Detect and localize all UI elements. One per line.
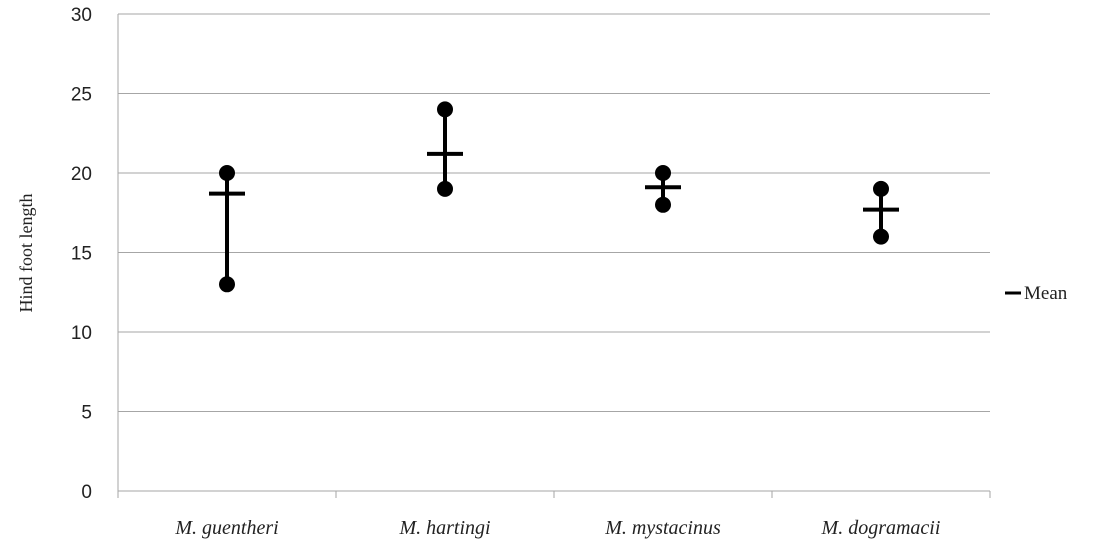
legend-mean-label: Mean — [1024, 283, 1068, 304]
x-tick-label: M. mystacinus — [604, 517, 721, 539]
min-point — [873, 228, 889, 245]
y-tick-label: 5 — [81, 403, 92, 424]
gridlines — [118, 13, 990, 412]
x-tick-label: M. guentheri — [174, 517, 278, 539]
legend: Mean — [1005, 283, 1068, 304]
range-marks — [209, 101, 899, 293]
y-axis-title: Hind foot length — [16, 194, 36, 313]
y-tick-label: 10 — [71, 323, 92, 344]
y-tick-label: 15 — [71, 244, 92, 265]
y-tick-label: 30 — [71, 5, 92, 26]
y-tick-label: 20 — [71, 164, 92, 185]
min-point — [219, 276, 235, 293]
y-tick-label: 25 — [71, 85, 92, 106]
y-tick-label: 0 — [81, 482, 92, 503]
max-point — [437, 101, 453, 118]
min-point — [437, 180, 453, 197]
x-tick-label: M. dogramacii — [821, 517, 941, 539]
y-tick-labels: 0 5 10 15 20 25 30 — [71, 5, 92, 503]
max-point — [655, 165, 671, 181]
max-point — [873, 180, 889, 197]
min-point — [655, 196, 671, 213]
max-point — [219, 165, 235, 181]
x-tick-labels: M. guentheri M. hartingi M. mystacinus M. d… — [174, 517, 940, 539]
axes — [117, 14, 991, 498]
x-tick-label: M. hartingi — [398, 517, 490, 539]
